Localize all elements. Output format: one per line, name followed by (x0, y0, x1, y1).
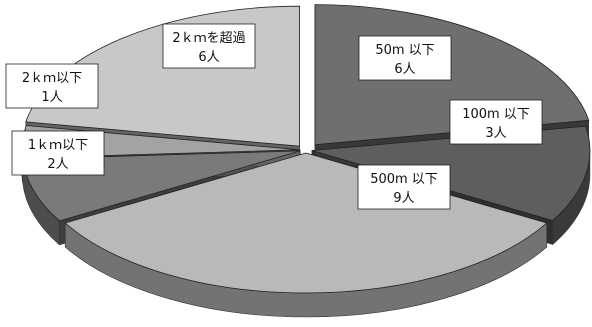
data-label-4: 1ｋｍ以下 2人 (11, 130, 105, 176)
pie-labels: 50m 以下 6人 100m 以下 3人 500m 以下 9人 1ｋｍ以下 2人 2ｋｍ以下 1人… (5, 23, 543, 210)
data-label-2: 100m 以下 3人 (449, 99, 543, 145)
slice-value-label: 6人 (394, 62, 415, 77)
data-label-1: 50m 以下 6人 (358, 35, 452, 81)
pie-slice-2 (311, 125, 591, 221)
data-label-box (162, 23, 256, 69)
slice-category-label: 1ｋｍ以下 (28, 138, 88, 153)
slice-category-label: 2ｋｍ以下 (22, 71, 82, 86)
data-label-3: 500m 以下 9人 (357, 164, 451, 210)
data-label-5: 2ｋｍ以下 1人 (5, 63, 99, 109)
data-label-box (11, 130, 105, 176)
slice-category-label: 50m 以下 (375, 43, 434, 58)
data-label-box (357, 164, 451, 210)
data-label-box (5, 63, 99, 109)
data-label-box (449, 99, 543, 145)
slice-category-label: 100m 以下 (462, 107, 530, 122)
slice-value-label: 9人 (393, 191, 414, 206)
slice-category-label: 2ｋｍを超過 (172, 31, 245, 46)
pie-tops (21, 4, 591, 294)
slice-value-label: 2人 (47, 157, 68, 172)
slice-value-label: 1人 (41, 90, 62, 105)
slice-value-label: 6人 (198, 50, 219, 65)
slice-value-label: 3人 (485, 126, 506, 141)
slice-category-label: 500m 以下 (370, 172, 438, 187)
data-label-box (358, 35, 452, 81)
data-label-6: 2ｋｍを超過 6人 (162, 23, 256, 69)
